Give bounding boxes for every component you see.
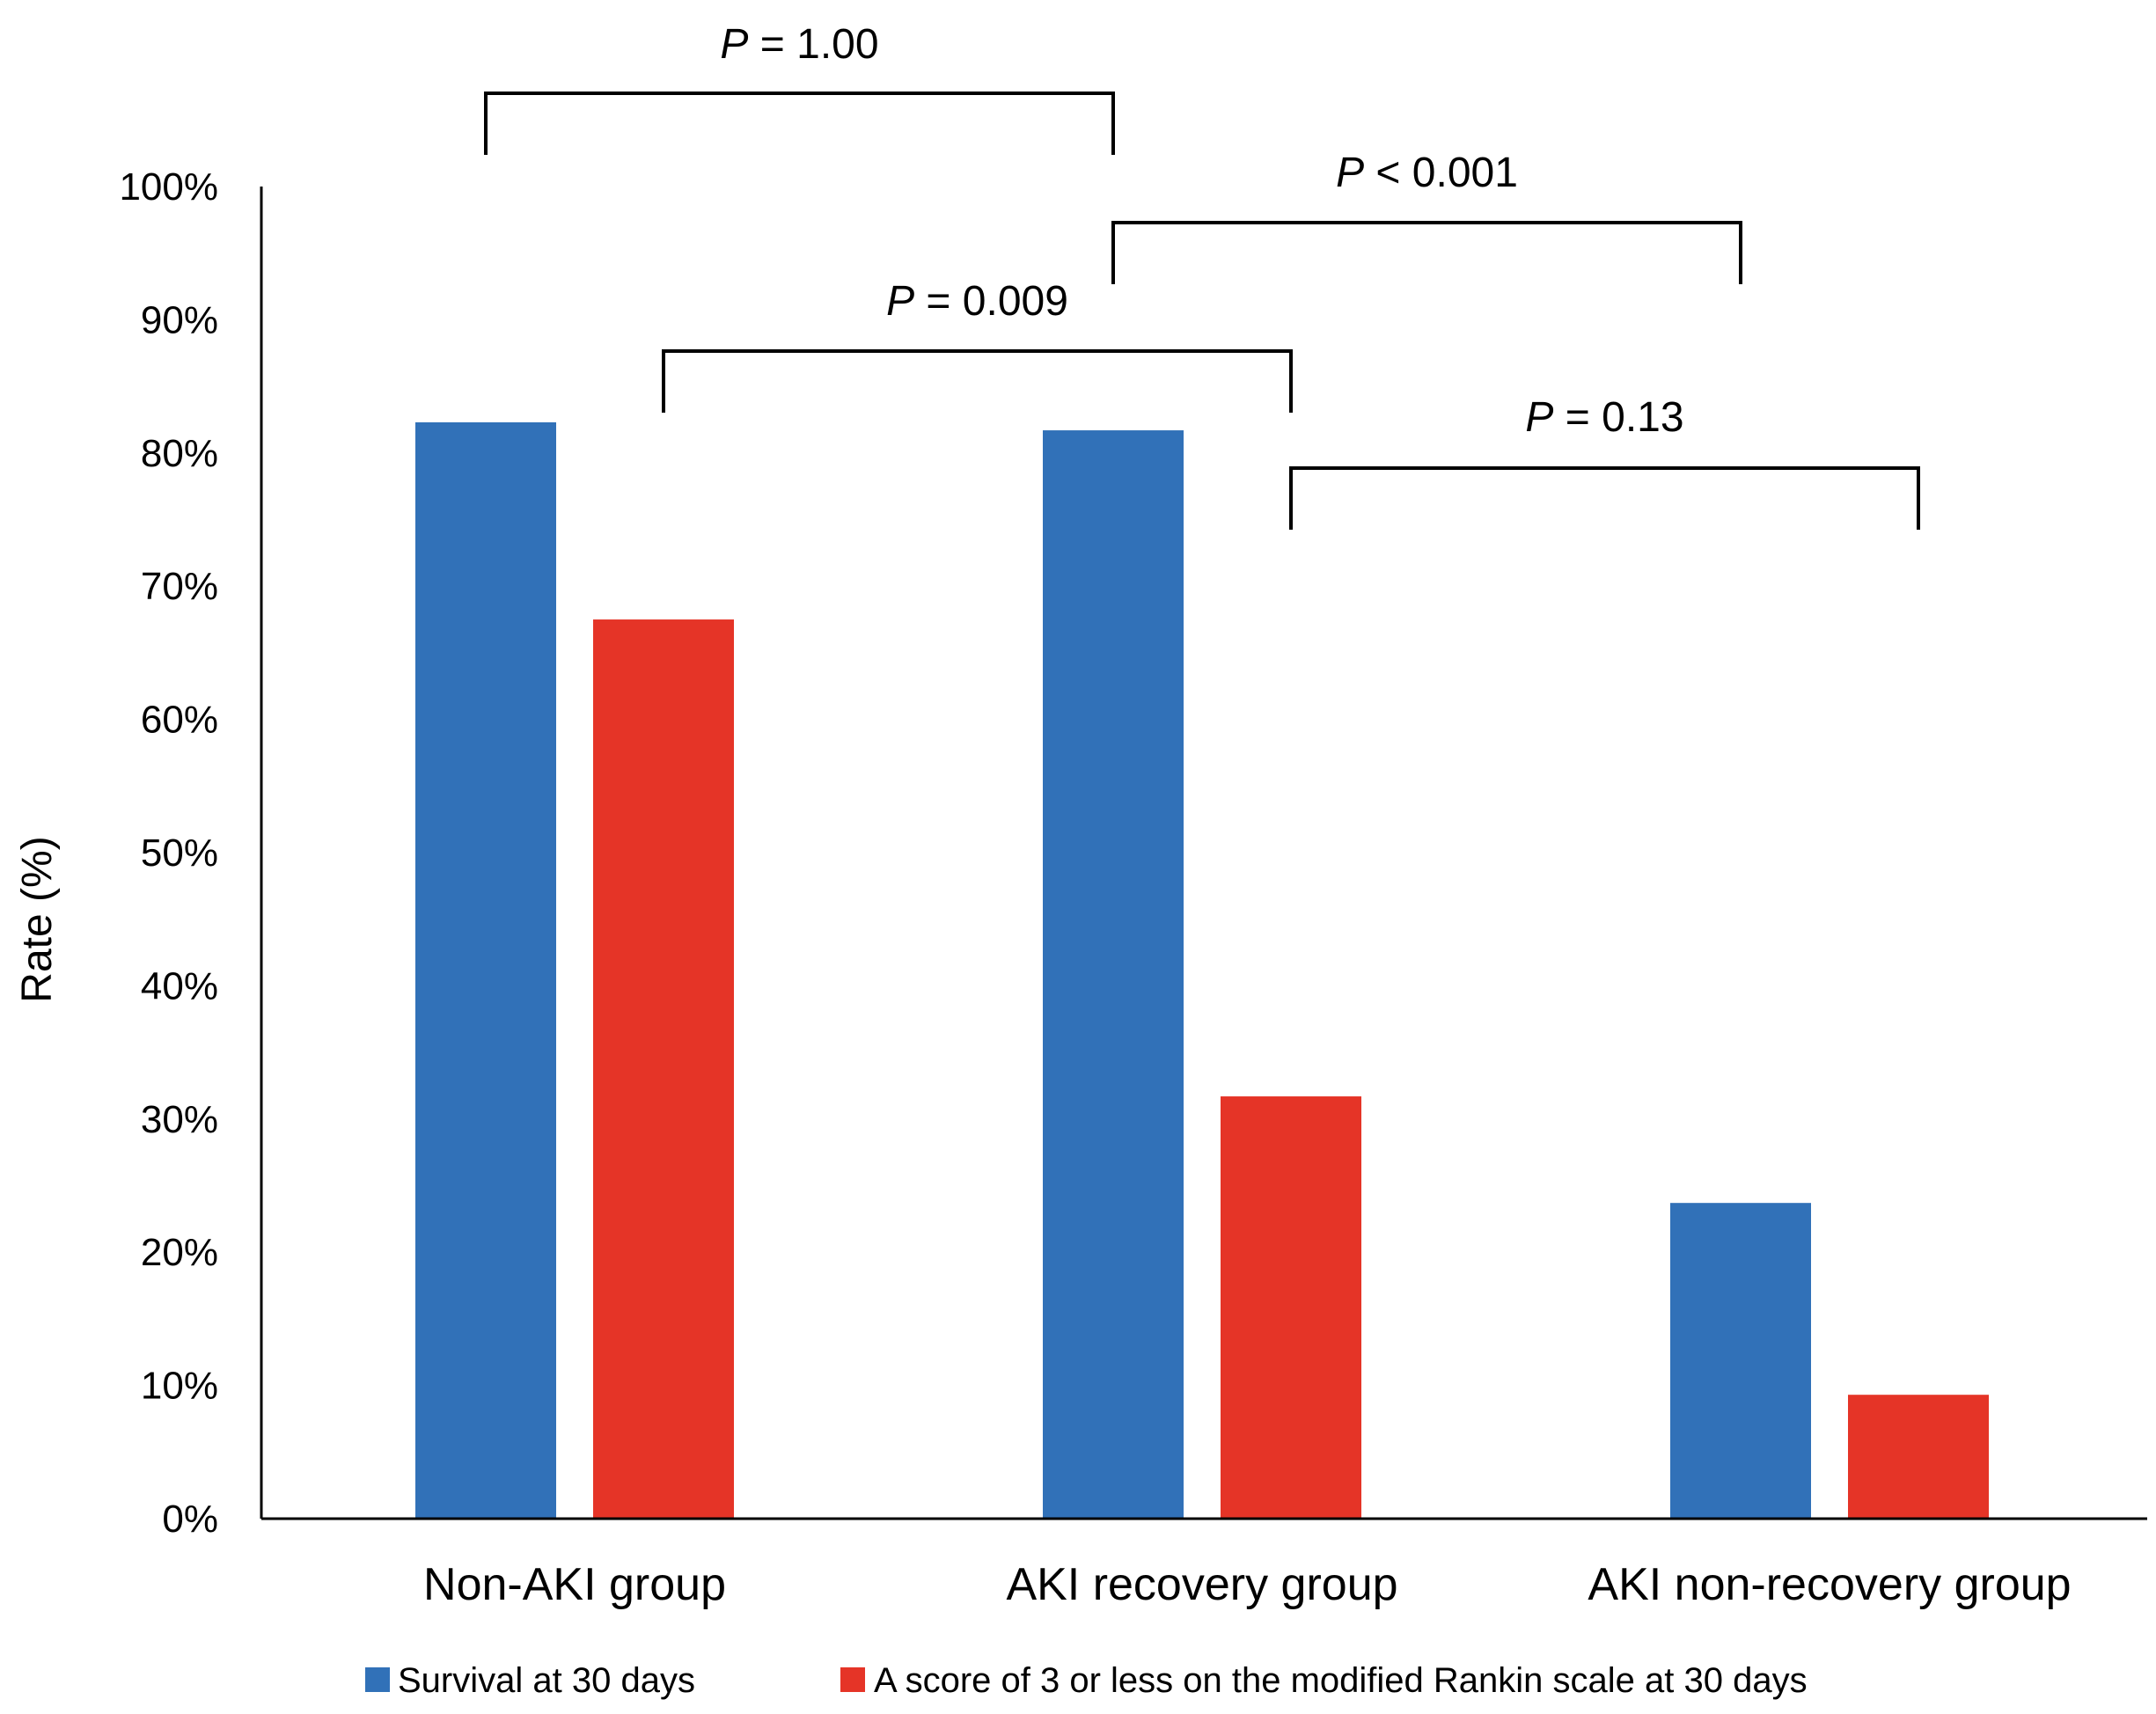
axes-layer bbox=[260, 187, 2147, 1520]
y-tick-label: 40% bbox=[141, 964, 218, 1007]
bars-layer bbox=[415, 421, 1989, 1519]
p-symbol: P bbox=[720, 21, 748, 68]
p-value-text: = 0.009 bbox=[914, 278, 1068, 325]
p-symbol: P bbox=[1525, 394, 1553, 441]
y-tick-label: 60% bbox=[141, 699, 218, 742]
bar-survival-1 bbox=[1043, 430, 1184, 1519]
p-value-label: P < 0.001 bbox=[1336, 150, 1518, 196]
y-tick-label: 100% bbox=[119, 165, 218, 209]
p-value-label: P = 0.13 bbox=[1525, 394, 1683, 441]
legend: Survival at 30 days A score of 3 or less … bbox=[365, 1661, 1808, 1700]
significance-bracket bbox=[1289, 466, 1920, 530]
bar-survival-2 bbox=[1670, 1203, 1811, 1519]
x-category-labels: Non-AKI group AKI recovery group AKI non-r… bbox=[423, 1559, 2072, 1610]
p-value-text: < 0.001 bbox=[1364, 150, 1518, 196]
legend-label: A score of 3 or less on the modified Ran… bbox=[874, 1661, 1808, 1700]
y-tick-label: 10% bbox=[141, 1365, 218, 1408]
bar-mrs-2 bbox=[1848, 1395, 1989, 1519]
significance-bracket bbox=[662, 349, 1293, 413]
x-category-label: AKI recovery group bbox=[1006, 1559, 1397, 1610]
p-symbol: P bbox=[886, 278, 914, 325]
legend-swatch bbox=[840, 1667, 865, 1692]
y-tick-labels: 0% 10% 20% 30% 40% 50% 60% 70% 80% 90% 100% bbox=[119, 165, 218, 1541]
bar-mrs-0 bbox=[593, 619, 734, 1519]
y-tick-label: 20% bbox=[141, 1231, 218, 1274]
p-value-label: P = 0.009 bbox=[886, 278, 1068, 325]
significance-bracket bbox=[484, 92, 1115, 155]
p-value-text: = 1.00 bbox=[748, 21, 878, 68]
legend-swatch bbox=[365, 1667, 390, 1692]
y-tick-label: 0% bbox=[162, 1498, 218, 1541]
y-tick-label: 90% bbox=[141, 298, 218, 341]
y-tick-label: 30% bbox=[141, 1098, 218, 1141]
y-tick-label: 50% bbox=[141, 831, 218, 875]
y-axis-title: Rate (%) bbox=[14, 836, 61, 1002]
x-category-label: AKI non-recovery group bbox=[1588, 1559, 2071, 1610]
x-category-label: Non-AKI group bbox=[423, 1559, 726, 1610]
y-tick-label: 80% bbox=[141, 432, 218, 475]
y-tick-label: 70% bbox=[141, 565, 218, 608]
p-value-text: = 0.13 bbox=[1553, 394, 1683, 441]
legend-label: Survival at 30 days bbox=[398, 1661, 695, 1700]
bar-survival-0 bbox=[415, 421, 556, 1519]
p-value-label: P = 1.00 bbox=[720, 21, 878, 68]
p-symbol: P bbox=[1336, 150, 1364, 196]
bar-mrs-1 bbox=[1221, 1096, 1361, 1519]
significance-bracket bbox=[1111, 221, 1742, 284]
